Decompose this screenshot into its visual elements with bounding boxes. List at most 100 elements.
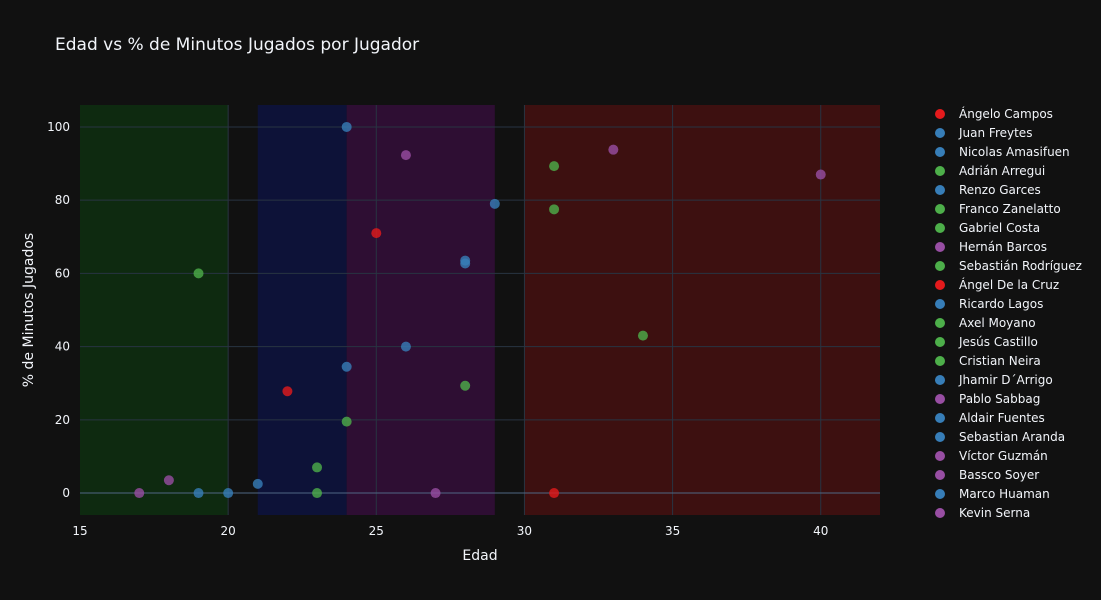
legend-marker [935,109,945,119]
legend-item[interactable]: Gabriel Costa [935,221,1040,235]
legend-marker [935,204,945,214]
legend-label: Sebastian Aranda [959,430,1065,444]
background-regions [80,105,880,515]
legend-item[interactable]: Víctor Guzmán [935,449,1048,463]
region-band-1 [257,105,347,515]
y-tick-label: 40 [55,340,70,354]
data-point [549,204,560,215]
legend-item[interactable]: Pablo Sabbag [935,392,1040,406]
legend-item[interactable]: Sebastian Aranda [935,430,1065,444]
legend-item[interactable]: Aldair Fuentes [935,411,1045,425]
y-tick-label: 0 [62,486,70,500]
legend-marker [935,299,945,309]
legend-label: Bassco Soyer [959,468,1039,482]
legend-item[interactable]: Ricardo Lagos [935,297,1043,311]
data-point [282,386,293,397]
region-band-2 [346,105,495,515]
data-point [252,478,263,489]
legend-item[interactable]: Axel Moyano [935,316,1036,330]
legend[interactable]: Ángelo Campos Juan Freytes Nicolas Amasifu… [935,106,1082,520]
data-point [312,488,323,499]
data-point [430,488,441,499]
chart-title: Edad vs % de Minutos Jugados por Jugador [55,35,419,55]
legend-label: Pablo Sabbag [959,392,1040,406]
legend-marker [935,242,945,252]
data-point [134,488,145,499]
x-tick-label: 25 [369,524,384,538]
legend-label: Gabriel Costa [959,221,1040,235]
x-tick-label: 15 [72,524,87,538]
data-point [193,268,204,279]
data-point [371,228,382,239]
legend-label: Aldair Fuentes [959,411,1045,425]
data-point [163,475,174,486]
legend-marker [935,261,945,271]
legend-label: Ángel De la Cruz [959,277,1059,292]
legend-item[interactable]: Adrián Arregui [935,164,1045,178]
legend-item[interactable]: Hernán Barcos [935,240,1047,254]
x-tick-label: 35 [665,524,680,538]
data-point [400,341,411,352]
legend-item[interactable]: Ángel De la Cruz [935,277,1059,292]
legend-marker [935,508,945,518]
legend-item[interactable]: Cristian Neira [935,354,1041,368]
legend-item[interactable]: Kevin Serna [935,506,1030,520]
data-point [608,144,619,155]
legend-label: Hernán Barcos [959,240,1047,254]
legend-label: Víctor Guzmán [959,449,1048,463]
legend-label: Ángelo Campos [959,106,1053,121]
y-tick-label: 60 [55,266,70,280]
data-point [223,488,234,499]
legend-item[interactable]: Juan Freytes [935,126,1032,140]
data-point [341,361,352,372]
data-point [637,330,648,341]
legend-item[interactable]: Jesús Castillo [935,335,1038,349]
y-axis-title: % de Minutos Jugados [21,233,37,387]
x-tick-label: 40 [813,524,828,538]
legend-item[interactable]: Franco Zanelatto [935,202,1061,216]
legend-item[interactable]: Renzo Garces [935,183,1041,197]
legend-label: Ricardo Lagos [959,297,1043,311]
data-point [400,150,411,161]
data-point [460,380,471,391]
data-point [489,198,500,209]
y-axis-ticks: 0 20 40 60 80 100 [47,120,70,500]
legend-marker [935,318,945,328]
data-point [460,258,471,269]
data-point [312,462,323,473]
legend-item[interactable]: Bassco Soyer [935,468,1039,482]
legend-marker [935,413,945,423]
legend-item[interactable]: Ángelo Campos [935,106,1053,121]
legend-item[interactable]: Sebastián Rodríguez [935,259,1082,273]
y-tick-label: 80 [55,193,70,207]
data-point [341,121,352,132]
legend-item[interactable]: Jhamir D´Arrigo [935,373,1053,387]
legend-label: Renzo Garces [959,183,1041,197]
legend-label: Jesús Castillo [958,335,1038,349]
region-band-0 [80,105,229,515]
data-points [134,121,826,499]
legend-label: Axel Moyano [959,316,1036,330]
legend-marker [935,128,945,138]
region-band-3 [524,105,880,515]
data-point [549,161,560,172]
legend-label: Franco Zanelatto [959,202,1061,216]
legend-label: Juan Freytes [958,126,1032,140]
data-point [549,488,560,499]
data-point [341,416,352,427]
legend-label: Cristian Neira [959,354,1041,368]
legend-label: Marco Huaman [959,487,1050,501]
grid-lines [80,105,880,515]
legend-item[interactable]: Nicolas Amasifuen [935,145,1070,159]
legend-marker [935,375,945,385]
x-axis-ticks: 15 20 25 30 35 40 [72,524,828,538]
legend-item[interactable]: Marco Huaman [935,487,1050,501]
x-tick-label: 20 [221,524,236,538]
x-axis-title: Edad [462,548,497,564]
legend-marker [935,451,945,461]
legend-marker [935,166,945,176]
y-tick-label: 20 [55,413,70,427]
legend-marker [935,489,945,499]
legend-marker [935,394,945,404]
